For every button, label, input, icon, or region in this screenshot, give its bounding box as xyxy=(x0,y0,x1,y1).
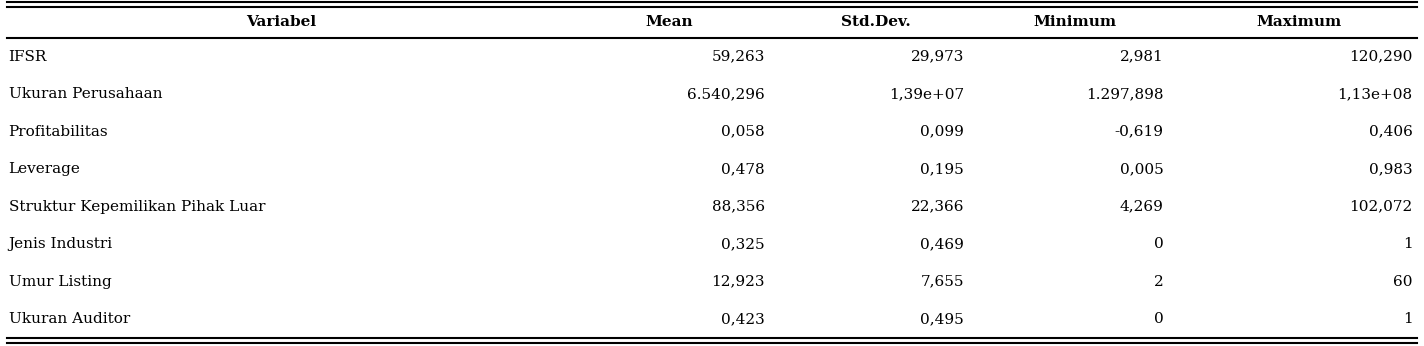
Text: 0,423: 0,423 xyxy=(721,312,765,326)
Text: 0,495: 0,495 xyxy=(920,312,964,326)
Text: 0: 0 xyxy=(1153,237,1163,251)
Text: Minimum: Minimum xyxy=(1034,16,1116,29)
Text: 0,005: 0,005 xyxy=(1119,162,1163,176)
Text: 1: 1 xyxy=(1403,237,1413,251)
Text: 6.540,296: 6.540,296 xyxy=(686,87,765,101)
Text: 1.297,898: 1.297,898 xyxy=(1087,87,1163,101)
Text: -0,619: -0,619 xyxy=(1115,125,1163,139)
Text: 0,058: 0,058 xyxy=(721,125,765,139)
Text: Variabel: Variabel xyxy=(246,16,316,29)
Text: Maximum: Maximum xyxy=(1257,16,1341,29)
Text: 1: 1 xyxy=(1403,312,1413,326)
Text: 102,072: 102,072 xyxy=(1350,200,1413,214)
Text: Mean: Mean xyxy=(645,16,693,29)
Text: 0,406: 0,406 xyxy=(1368,125,1413,139)
Text: 0: 0 xyxy=(1153,312,1163,326)
Text: 7,655: 7,655 xyxy=(920,275,964,289)
Text: 2,981: 2,981 xyxy=(1119,50,1163,64)
Text: 1,13e+08: 1,13e+08 xyxy=(1337,87,1413,101)
Text: 2: 2 xyxy=(1153,275,1163,289)
Text: Profitabilitas: Profitabilitas xyxy=(9,125,108,139)
Text: 0,469: 0,469 xyxy=(920,237,964,251)
Text: 0,325: 0,325 xyxy=(721,237,765,251)
Text: Leverage: Leverage xyxy=(9,162,80,176)
Text: 0,478: 0,478 xyxy=(721,162,765,176)
Text: 0,195: 0,195 xyxy=(920,162,964,176)
Text: 4,269: 4,269 xyxy=(1119,200,1163,214)
Text: 29,973: 29,973 xyxy=(911,50,964,64)
Text: 59,263: 59,263 xyxy=(712,50,765,64)
Text: 0,983: 0,983 xyxy=(1368,162,1413,176)
Text: 22,366: 22,366 xyxy=(910,200,964,214)
Text: Ukuran Auditor: Ukuran Auditor xyxy=(9,312,130,326)
Text: Ukuran Perusahaan: Ukuran Perusahaan xyxy=(9,87,162,101)
Text: 88,356: 88,356 xyxy=(712,200,765,214)
Text: 0,099: 0,099 xyxy=(920,125,964,139)
Text: 120,290: 120,290 xyxy=(1349,50,1413,64)
Text: IFSR: IFSR xyxy=(9,50,47,64)
Text: Std.Dev.: Std.Dev. xyxy=(842,16,910,29)
Text: 12,923: 12,923 xyxy=(711,275,765,289)
Text: Jenis Industri: Jenis Industri xyxy=(9,237,112,251)
Text: 60: 60 xyxy=(1393,275,1413,289)
Text: 1,39e+07: 1,39e+07 xyxy=(889,87,964,101)
Text: Umur Listing: Umur Listing xyxy=(9,275,111,289)
Text: Struktur Kepemilikan Pihak Luar: Struktur Kepemilikan Pihak Luar xyxy=(9,200,265,214)
